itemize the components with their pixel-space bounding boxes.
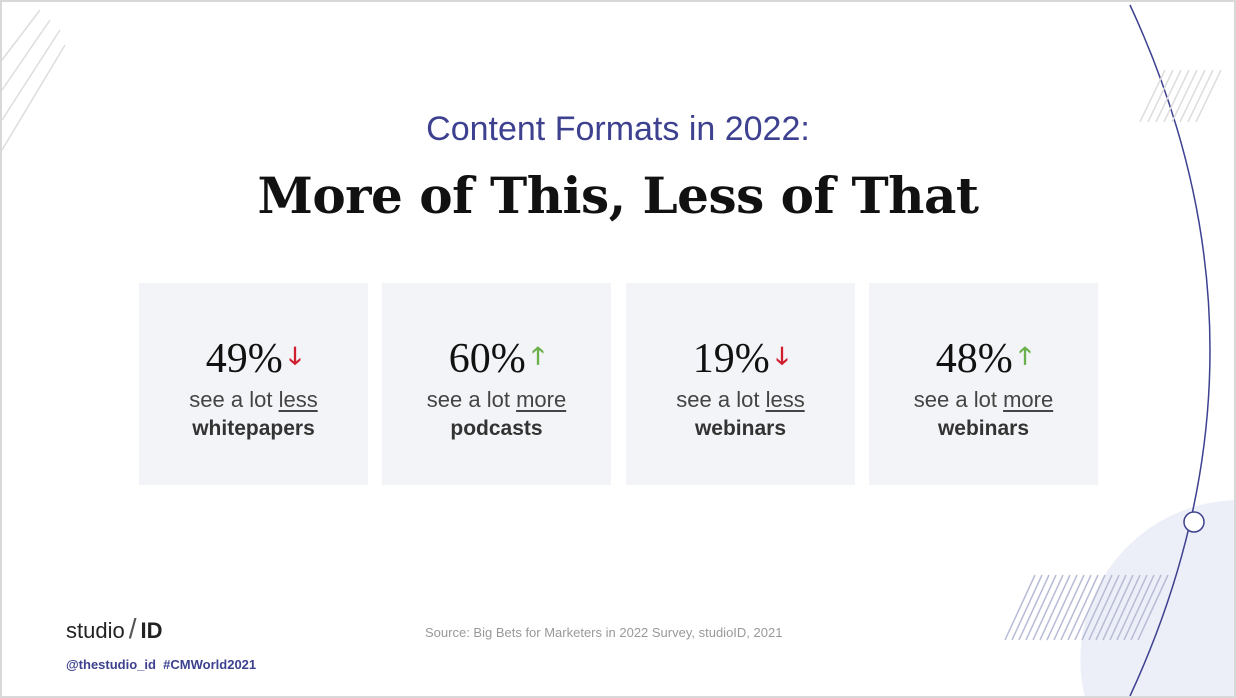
hatch-top-left	[1, 9, 66, 151]
decor-circle	[1080, 500, 1236, 698]
arrow-down-icon: 🡓	[288, 341, 302, 370]
stat-format: webinars	[937, 417, 1030, 440]
studio-id-logo: studio / ID	[66, 613, 163, 644]
decor-arc	[1129, 4, 1211, 697]
slide-title: More of This, Less of That	[257, 166, 979, 225]
stat-description: see a lot less	[676, 387, 805, 412]
hatch-top-right	[1139, 69, 1222, 123]
slide-subtitle: Content Formats in 2022:	[426, 110, 810, 148]
stat-value: 60%	[448, 336, 526, 382]
source-note: Source: Big Bets for Marketers in 2022 S…	[425, 625, 783, 640]
social-handles: @thestudio_id #CMWorld2021	[66, 657, 257, 672]
stat-format: webinars	[694, 417, 787, 440]
stat-format: podcasts	[450, 417, 543, 440]
decor-ring	[1183, 511, 1205, 533]
arrow-up-icon: 🡑	[531, 341, 545, 370]
arrow-down-icon: 🡓	[775, 341, 789, 370]
stat-description: see a lot more	[426, 387, 567, 412]
stat-card: 48% 🡑 see a lot more webinars	[869, 283, 1098, 485]
stat-value: 49%	[205, 336, 283, 382]
stat-card: 19% 🡓 see a lot less webinars	[626, 283, 855, 485]
stat-value: 19%	[692, 336, 770, 382]
arrow-up-icon: 🡑	[1018, 341, 1032, 370]
stat-description: see a lot more	[913, 387, 1054, 412]
stat-card: 60% 🡑 see a lot more podcasts	[382, 283, 611, 485]
hatch-bottom-right	[1004, 574, 1169, 641]
stat-value: 48%	[935, 336, 1013, 382]
stat-card: 49% 🡓 see a lot less whitepapers	[139, 283, 368, 485]
stat-description: see a lot less	[189, 387, 318, 412]
stat-format: whitepapers	[192, 417, 315, 440]
